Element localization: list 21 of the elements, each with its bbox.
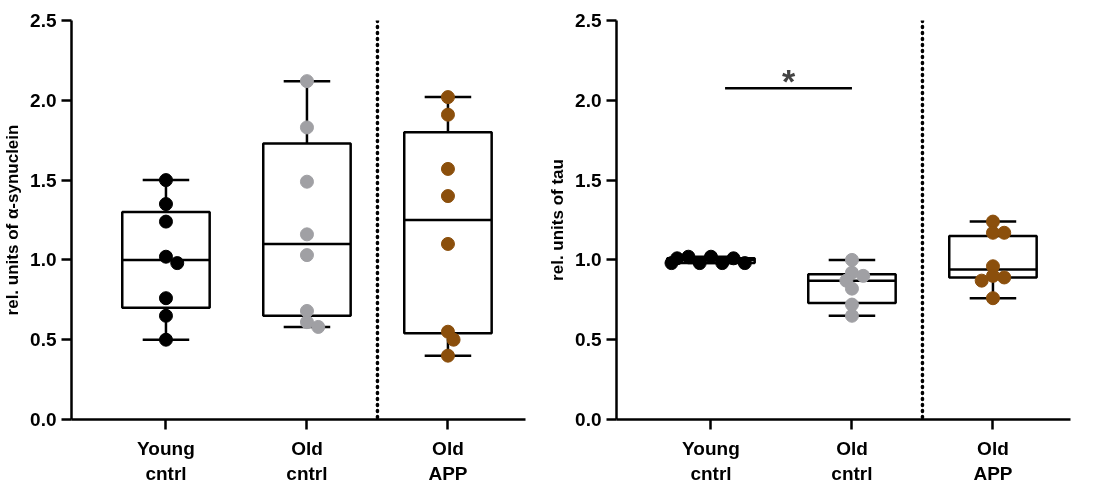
x-tick-label: Young cntrl — [137, 437, 195, 484]
y-tick-label: 2.5 — [30, 10, 57, 31]
y-tick-label: 2.5 — [575, 10, 602, 31]
annotation: * — [781, 62, 796, 101]
y-tick-label: 0.0 — [30, 409, 57, 430]
y-tick-label: 2.0 — [30, 89, 57, 111]
y-tick-label: 1.0 — [30, 249, 57, 271]
y-tick-label: 0.0 — [575, 409, 602, 430]
y-tick-label: 2.0 — [575, 89, 602, 111]
x-tick-label: Old APP — [973, 437, 1013, 484]
x-tick-label: Young cntrl — [682, 437, 740, 484]
y-tick-label: 0.5 — [575, 329, 602, 351]
y-tick-label: 1.5 — [575, 169, 602, 191]
y-axis-title: rel. units of tau — [548, 159, 568, 281]
x-tick-label: Old cntrl — [831, 437, 873, 484]
x-tick-label: Old APP — [428, 437, 468, 484]
y-tick-label: 1.5 — [30, 169, 57, 191]
x-tick-label: Old cntrl — [286, 437, 328, 484]
y-axis-title: rel. units of α-synuclein — [3, 124, 23, 316]
y-tick-label: 1.0 — [575, 249, 602, 271]
y-tick-label: 0.5 — [30, 329, 57, 351]
